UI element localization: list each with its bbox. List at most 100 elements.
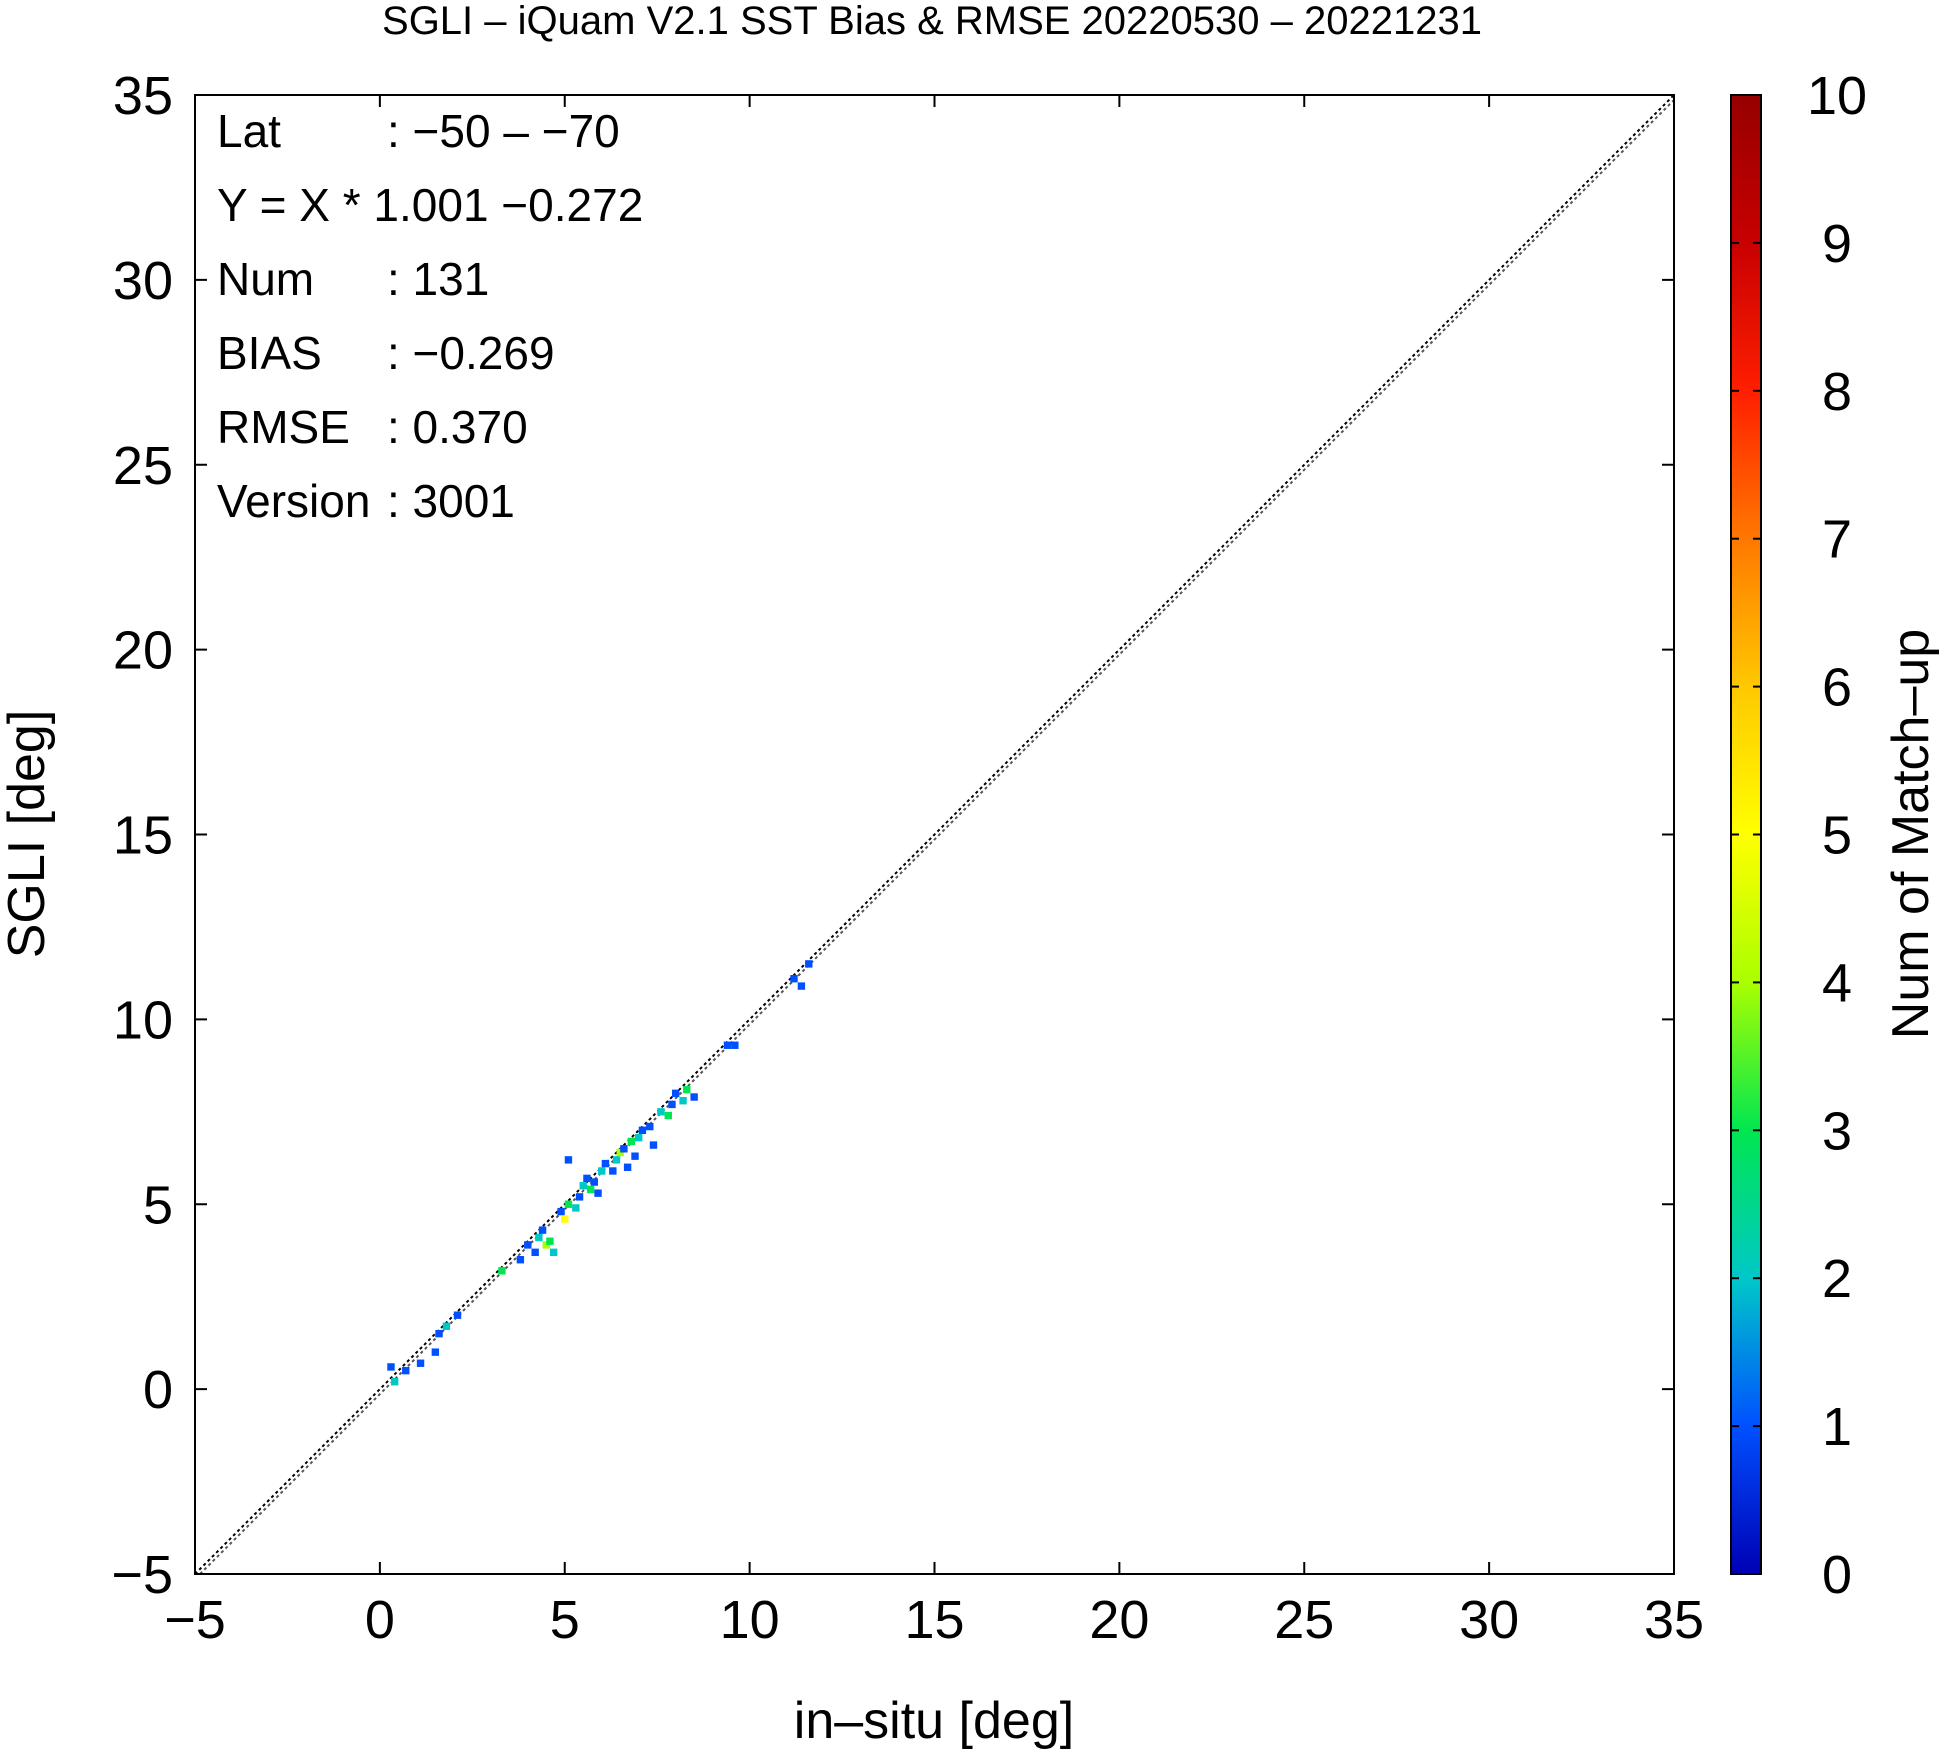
x-tick-label-0: −5 xyxy=(164,1590,226,1650)
plot-area: Lat : −50 – −70 Y = X * 1.001 −0.272 Num : 1… xyxy=(194,94,1675,1575)
heatmap-cell-6 xyxy=(442,1322,451,1330)
heatmap-cell-22 xyxy=(575,1193,584,1201)
heatmap-cell-42 xyxy=(664,1111,672,1120)
heatmap-cell-25 xyxy=(586,1185,595,1194)
heatmap-cell-46 xyxy=(683,1085,691,1094)
x-axis-ticks: −5 0 5 10 15 20 25 30 35 xyxy=(164,95,1704,1650)
heatmap-cell-12 xyxy=(535,1233,543,1242)
y-axis-ticks: −5 0 5 10 15 20 25 30 35 xyxy=(111,66,1674,1605)
stat-label-0: Lat xyxy=(217,105,281,157)
heatmap-cell-37 xyxy=(635,1133,643,1142)
x-tick-label-8: 35 xyxy=(1644,1590,1704,1650)
heatmap-cell-1 xyxy=(390,1378,399,1386)
x-tick-label-7: 30 xyxy=(1459,1590,1519,1650)
heatmap-cell-44 xyxy=(671,1089,680,1098)
heatmap-cell-29 xyxy=(601,1159,610,1168)
heatmap-cell-7 xyxy=(453,1311,462,1319)
stat-label-1: Y = X * 1.001 −0.272 xyxy=(217,179,643,231)
heatmap-cell-47 xyxy=(690,1093,698,1101)
colorbar-label: Num of Match–up xyxy=(1882,629,1940,1039)
y-tick-label-6: 25 xyxy=(113,436,173,496)
stats-box: Lat : −50 – −70 Y = X * 1.001 −0.272 Num : 1… xyxy=(217,105,643,527)
colorbar-ticks: 0 1 2 3 4 5 6 7 8 9 10 xyxy=(1731,66,1867,1605)
x-tick-label-1: 0 xyxy=(365,1590,395,1650)
heatmap-cell-52 xyxy=(805,960,813,968)
heatmap-cell-21 xyxy=(572,1204,580,1212)
x-tick-label-3: 10 xyxy=(720,1590,780,1650)
x-tick-label-5: 20 xyxy=(1089,1590,1149,1650)
colorbar-tick-label-1: 1 xyxy=(1822,1397,1852,1457)
x-tick-label-6: 25 xyxy=(1274,1590,1334,1650)
heatmap-cell-9 xyxy=(516,1256,525,1264)
heatmap-cell-27 xyxy=(594,1189,602,1197)
y-tick-label-0: −5 xyxy=(111,1545,173,1605)
heatmap-cell-20 xyxy=(564,1156,573,1164)
colorbar-tick-label-3: 3 xyxy=(1822,1101,1852,1161)
heatmap-cell-23 xyxy=(579,1182,587,1190)
heatmap-cell-38 xyxy=(638,1126,647,1134)
stat-label-5: Version xyxy=(217,475,370,527)
heatmap-cell-17 xyxy=(557,1207,565,1216)
heatmap-cell-4 xyxy=(431,1348,440,1356)
heatmap-cell-39 xyxy=(646,1122,654,1131)
colorbar-tick-label-6: 6 xyxy=(1822,658,1852,718)
heatmap-cell-43 xyxy=(668,1100,676,1109)
heatmap-cell-48 xyxy=(723,1041,732,1049)
heatmap-cell-16 xyxy=(549,1248,558,1257)
heatmap-cell-26 xyxy=(590,1178,599,1186)
y-tick-label-7: 30 xyxy=(113,251,173,311)
y-tick-label-3: 10 xyxy=(113,990,173,1050)
heatmap-cell-33 xyxy=(620,1145,628,1153)
stat-label-2: Num xyxy=(217,253,314,305)
y-tick-label-2: 5 xyxy=(143,1175,173,1235)
heatmap-cell-30 xyxy=(609,1167,617,1175)
colorbar: 0 1 2 3 4 5 6 7 8 9 10 Num of Match–up xyxy=(1730,66,1940,1605)
stat-value-5: : 3001 xyxy=(387,475,515,527)
heatmap-cell-15 xyxy=(546,1237,554,1245)
stat-value-0: : −50 – −70 xyxy=(387,105,620,157)
colorbar-tick-label-4: 4 xyxy=(1822,953,1852,1013)
heatmap-cell-8 xyxy=(498,1267,506,1275)
heatmap-cell-51 xyxy=(797,982,806,990)
colorbar-tick-label-0: 0 xyxy=(1822,1545,1852,1605)
heatmap-cell-40 xyxy=(649,1141,658,1149)
chart-title: SGLI – iQuam V2.1 SST Bias & RMSE 202205… xyxy=(382,0,1482,43)
x-axis-label: in–situ [deg] xyxy=(794,1692,1074,1750)
x-tick-label-2: 5 xyxy=(550,1590,580,1650)
colorbar-tick-label-9: 9 xyxy=(1822,214,1852,274)
colorbar-tick-label-7: 7 xyxy=(1822,510,1852,570)
colorbar-tick-label-5: 5 xyxy=(1822,806,1852,866)
stat-value-2: : 131 xyxy=(387,253,489,305)
stat-label-3: BIAS xyxy=(217,327,322,379)
heatmap-cell-50 xyxy=(790,975,798,983)
heatmap-cell-18 xyxy=(561,1215,569,1223)
heatmap-cell-28 xyxy=(598,1167,606,1175)
heatmap-cell-3 xyxy=(416,1359,425,1367)
stat-value-4: : 0.370 xyxy=(387,401,528,453)
heatmap-cell-19 xyxy=(564,1200,573,1208)
stat-label-4: RMSE xyxy=(217,401,350,453)
colorbar-tick-label-10: 10 xyxy=(1807,66,1867,126)
reference-line-upper xyxy=(194,94,1675,1575)
y-tick-label-5: 20 xyxy=(113,621,173,681)
y-tick-label-8: 35 xyxy=(113,66,173,126)
heatmap-cell-35 xyxy=(627,1137,636,1146)
y-tick-label-1: 0 xyxy=(143,1360,173,1420)
heatmap-cell-36 xyxy=(631,1152,639,1160)
y-axis-label: SGLI [deg] xyxy=(0,710,56,959)
colorbar-tick-label-8: 8 xyxy=(1822,362,1852,422)
heatmap-cell-24 xyxy=(583,1174,591,1183)
x-tick-label-4: 15 xyxy=(904,1590,964,1650)
reference-line-y-equals-x xyxy=(194,94,1675,1575)
heatmap-cell-5 xyxy=(435,1329,443,1338)
heatmap-cell-45 xyxy=(679,1097,687,1105)
stat-value-3: : −0.269 xyxy=(387,327,555,379)
heatmap-cell-11 xyxy=(531,1248,539,1257)
heatmap-cell-2 xyxy=(402,1366,410,1375)
heatmap-cell-41 xyxy=(657,1108,665,1116)
y-tick-label-4: 15 xyxy=(113,806,173,866)
heatmap-cells xyxy=(387,960,813,1386)
heatmap-cell-31 xyxy=(612,1156,621,1164)
heatmap-cell-34 xyxy=(623,1163,632,1171)
